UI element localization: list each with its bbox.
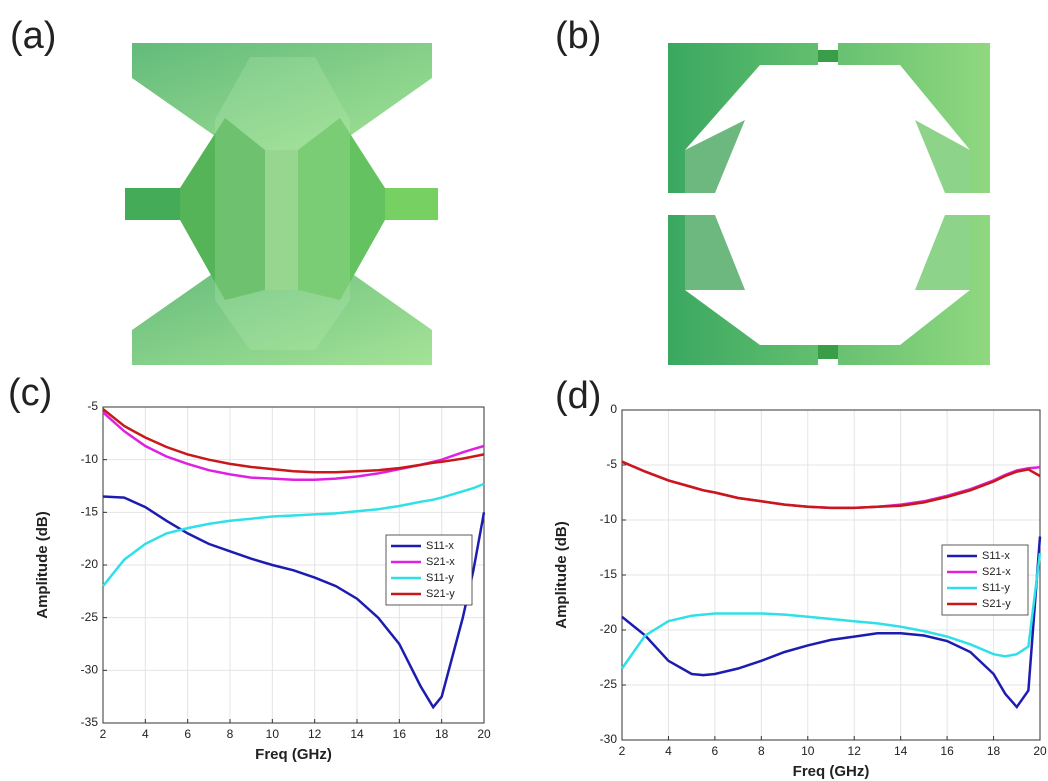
y-tick-label: -10 xyxy=(81,452,99,466)
y-tick-label: -5 xyxy=(87,399,98,413)
x-tick-label: 12 xyxy=(308,727,322,741)
figure: (a) (b) (c)2468101214161820-35-30-25-20-… xyxy=(0,0,1048,781)
structure-b xyxy=(668,43,990,365)
y-tick-label: -20 xyxy=(600,622,618,636)
y-tick-label: -5 xyxy=(606,457,617,471)
x-tick-label: 16 xyxy=(393,727,407,741)
x-tick-label: 2 xyxy=(619,744,626,758)
x-tick-label: 16 xyxy=(940,744,954,758)
legend-label: S11-x xyxy=(982,550,1010,562)
y-tick-label: -20 xyxy=(81,557,99,571)
x-tick-label: 14 xyxy=(350,727,364,741)
y-tick-label: -35 xyxy=(81,715,99,729)
series-line xyxy=(622,462,1040,508)
panel-label: (d) xyxy=(555,375,601,417)
x-tick-label: 18 xyxy=(435,727,449,741)
series-line xyxy=(103,409,484,472)
series-line xyxy=(103,412,484,479)
x-tick-label: 2 xyxy=(100,727,107,741)
x-tick-label: 20 xyxy=(477,727,491,741)
x-tick-label: 6 xyxy=(184,727,191,741)
x-axis-label: Freq (GHz) xyxy=(793,763,870,780)
y-tick-label: -25 xyxy=(81,610,99,624)
y-tick-label: 0 xyxy=(610,402,617,416)
panel-label: (a) xyxy=(10,15,56,57)
y-tick-label: -15 xyxy=(81,505,99,519)
x-axis-label: Freq (GHz) xyxy=(255,746,332,763)
y-tick-label: -30 xyxy=(81,663,99,677)
legend-label: S21-y xyxy=(982,598,1011,610)
x-tick-label: 8 xyxy=(758,744,765,758)
y-tick-label: -15 xyxy=(600,567,618,581)
x-tick-label: 4 xyxy=(142,727,149,741)
panel-label: (b) xyxy=(555,15,601,57)
x-tick-label: 4 xyxy=(665,744,672,758)
legend-label: S11-y xyxy=(426,572,454,584)
y-tick-label: -25 xyxy=(600,677,618,691)
y-axis-label: Amplitude (dB) xyxy=(553,521,570,628)
legend-label: S21-y xyxy=(426,588,455,600)
y-tick-label: -30 xyxy=(600,732,618,746)
x-tick-label: 18 xyxy=(987,744,1001,758)
legend-label: S11-x xyxy=(426,540,454,552)
y-axis-label: Amplitude (dB) xyxy=(34,511,51,618)
x-tick-label: 10 xyxy=(801,744,815,758)
structure-a xyxy=(125,43,438,365)
x-tick-label: 6 xyxy=(712,744,719,758)
x-tick-label: 14 xyxy=(894,744,908,758)
panel-label: (c) xyxy=(8,372,52,414)
y-tick-label: -10 xyxy=(600,512,618,526)
x-tick-label: 20 xyxy=(1033,744,1047,758)
legend-label: S21-x xyxy=(426,556,455,568)
x-tick-label: 12 xyxy=(848,744,862,758)
x-tick-label: 8 xyxy=(227,727,234,741)
x-tick-label: 10 xyxy=(266,727,280,741)
legend-label: S21-x xyxy=(982,566,1011,578)
legend-label: S11-y xyxy=(982,582,1010,594)
